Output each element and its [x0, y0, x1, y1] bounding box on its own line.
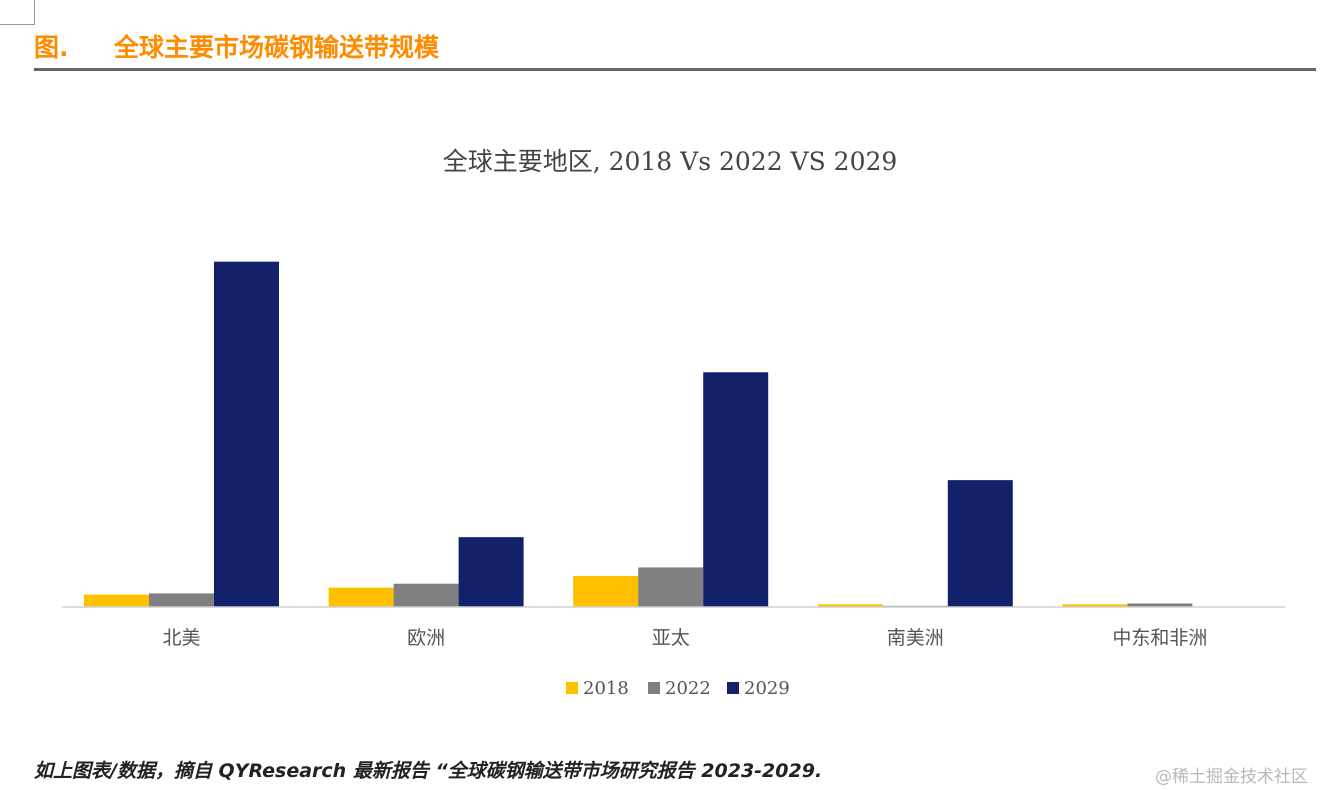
bar-2029-亚太 — [703, 372, 769, 607]
bar-2018-北美 — [84, 594, 149, 607]
legend-swatch-2018 — [566, 682, 578, 694]
bar-2018-中东和非洲 — [1062, 604, 1128, 607]
x-tick-label: 北美 — [162, 627, 200, 649]
x-tick-label: 南美洲 — [887, 627, 944, 649]
source-note: 如上图表/数据，摘自 QYResearch 最新报告 “全球碳钢输送带市场研究报… — [34, 760, 823, 782]
figure-prefix: 图. — [34, 33, 69, 62]
legend-label-2029: 2029 — [744, 678, 790, 699]
legend-swatch-2029 — [727, 682, 739, 694]
bar-chart: 北美 欧洲 亚太 南美洲 中东和非洲 2018 2022 2029 — [62, 261, 1285, 699]
header-divider — [34, 68, 1316, 71]
x-tick-label: 中东和非洲 — [1112, 627, 1207, 649]
bar-2022-亚太 — [638, 567, 704, 607]
bar-2018-南美洲 — [817, 604, 883, 607]
figure-header: 图. 全球主要市场碳钢输送带规模 — [34, 28, 439, 64]
bar-2018-亚太 — [573, 575, 639, 607]
watermark: @稀土掘金技术社区 — [1155, 767, 1308, 787]
bar-2022-欧洲 — [393, 583, 459, 607]
bar-2029-欧洲 — [458, 537, 524, 607]
legend-swatch-2022 — [648, 682, 660, 694]
bar-2018-欧洲 — [328, 587, 394, 607]
x-tick-label: 欧洲 — [407, 627, 445, 649]
bar-2022-北美 — [149, 593, 214, 607]
bar-2029-北美 — [214, 261, 279, 607]
chart-title: 全球主要地区, 2018 Vs 2022 VS 2029 — [442, 147, 898, 176]
page-corner-mark — [0, 0, 35, 25]
legend-label-2018: 2018 — [583, 678, 629, 699]
bar-2022-中东和非洲 — [1127, 603, 1193, 607]
legend-label-2022: 2022 — [665, 678, 711, 699]
x-tick-label: 亚太 — [652, 627, 690, 649]
figure-title: 全球主要市场碳钢输送带规模 — [114, 33, 440, 62]
bar-2029-南美洲 — [947, 480, 1013, 607]
